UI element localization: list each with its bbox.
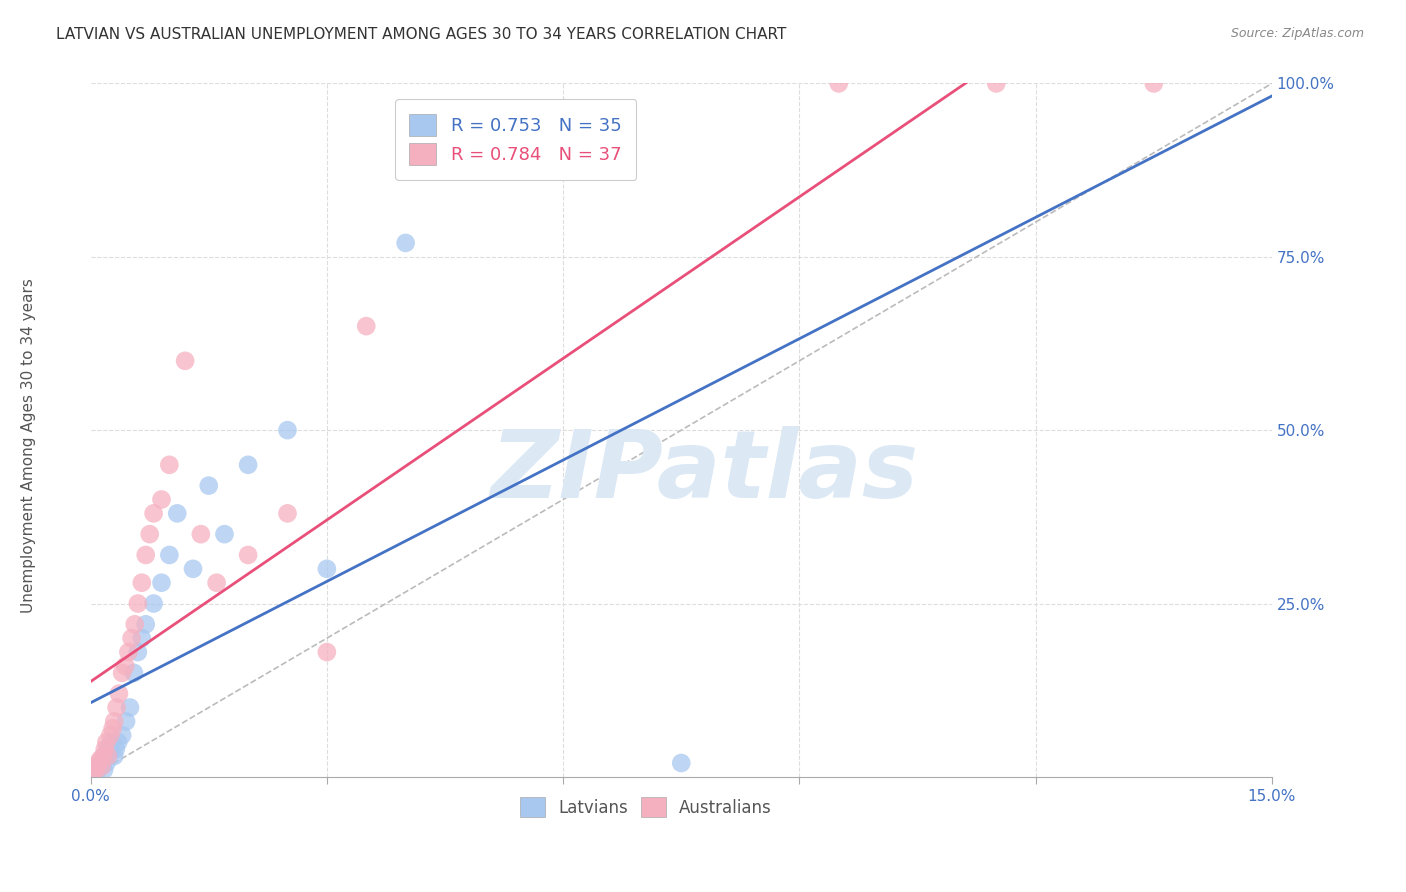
Point [98,728,121,742]
Point [190,527,212,541]
Point [94,749,117,764]
Point [671,756,693,770]
Point [91,752,114,766]
Point [394,235,416,250]
Text: ZIPatlas: ZIPatlas [491,425,920,517]
Text: Unemployment Among Ages 30 to 34 years: Unemployment Among Ages 30 to 34 years [21,278,35,614]
Point [98,746,121,760]
Point [986,77,1008,91]
Point [97,749,120,764]
Point [354,319,377,334]
Point [236,458,259,472]
Point [89,752,111,766]
Point [90,759,112,773]
Point [131,575,153,590]
Point [276,423,298,437]
Point [90,756,112,770]
Point [150,492,173,507]
Point [97,742,120,756]
Point [115,714,138,729]
Point [131,631,153,645]
Text: LATVIAN VS AUSTRALIAN UNEMPLOYMENT AMONG AGES 30 TO 34 YEARS CORRELATION CHART: LATVIAN VS AUSTRALIAN UNEMPLOYMENT AMONG… [56,27,786,42]
Point [96,756,118,770]
Point [108,687,131,701]
Point [124,617,146,632]
Point [107,735,129,749]
Point [86,764,108,779]
Point [181,562,204,576]
Point [828,77,851,91]
Point [127,597,149,611]
Point [118,700,141,714]
Point [94,742,117,756]
Point [101,722,124,736]
Point [127,645,149,659]
Point [111,728,134,742]
Point [86,759,108,773]
Point [142,507,165,521]
Point [214,527,236,541]
Point [276,507,298,521]
Point [315,562,337,576]
Point [135,548,157,562]
Point [117,645,139,659]
Point [104,742,127,756]
Point [157,548,180,562]
Point [111,665,134,680]
Legend: Latvians, Australians: Latvians, Australians [513,790,779,824]
Point [87,756,110,770]
Point [157,458,180,472]
Point [93,763,115,777]
Point [135,617,157,632]
Point [84,763,107,777]
Point [1143,77,1166,91]
Point [121,631,143,645]
Point [166,507,188,521]
Point [91,749,114,764]
Point [84,763,107,777]
Point [174,353,197,368]
Point [142,597,165,611]
Point [103,749,125,764]
Point [150,575,173,590]
Text: Source: ZipAtlas.com: Source: ZipAtlas.com [1230,27,1364,40]
Point [122,665,145,680]
Point [236,548,259,562]
Point [103,714,125,729]
Point [315,645,337,659]
Point [89,759,111,773]
Point [96,735,118,749]
Point [205,575,228,590]
Point [101,735,124,749]
Point [197,478,219,492]
Point [83,766,105,780]
Point [83,766,105,780]
Point [138,527,160,541]
Point [105,700,128,714]
Point [114,659,136,673]
Point [87,762,110,776]
